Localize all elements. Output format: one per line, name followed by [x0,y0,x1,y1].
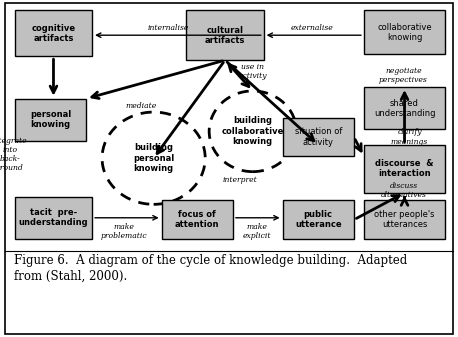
Text: cultural
artifacts: cultural artifacts [205,26,245,45]
Text: shared
understanding: shared understanding [374,98,435,118]
Text: clarify
meanings: clarify meanings [391,128,428,146]
Text: Figure 6.  A diagram of the cycle of knowledge building.  Adapted
from (Stahl, 2: Figure 6. A diagram of the cycle of know… [14,254,407,282]
FancyBboxPatch shape [364,145,445,193]
Text: discourse  &
interaction: discourse & interaction [375,159,434,179]
Text: make
explicit: make explicit [243,223,271,240]
Text: building
personal
knowing: building personal knowing [133,143,174,173]
Text: internalise: internalise [148,24,189,32]
Text: other people's
utterances: other people's utterances [374,210,435,229]
Text: interpret: interpret [223,176,257,184]
FancyBboxPatch shape [283,201,354,239]
Text: cognitive
artifacts: cognitive artifacts [32,24,76,43]
Text: discuss
alternatives: discuss alternatives [381,182,426,200]
Text: public
utterance: public utterance [295,210,342,229]
Text: situation of
activity: situation of activity [294,127,342,147]
Text: personal
knowing: personal knowing [30,110,71,129]
FancyBboxPatch shape [364,87,445,129]
Ellipse shape [209,91,296,172]
FancyBboxPatch shape [15,197,92,239]
FancyBboxPatch shape [15,99,86,141]
Ellipse shape [102,112,205,204]
Text: mediate: mediate [125,102,156,110]
Text: focus of
attention: focus of attention [175,210,219,229]
Text: tacit  pre-
understanding: tacit pre- understanding [19,208,88,227]
Text: use in
activity: use in activity [239,63,267,80]
FancyBboxPatch shape [364,10,445,54]
Text: externalise: externalise [291,24,334,32]
FancyBboxPatch shape [364,201,445,239]
Text: building
collaborative
knowing: building collaborative knowing [222,116,284,146]
FancyBboxPatch shape [162,201,233,239]
FancyBboxPatch shape [186,10,264,60]
Text: integrate
into
back-
ground: integrate into back- ground [0,136,27,172]
FancyBboxPatch shape [15,10,92,56]
Text: make
problematic: make problematic [101,223,147,240]
Text: negotiate
perspectives: negotiate perspectives [379,67,428,84]
FancyBboxPatch shape [283,118,354,156]
Text: collaborative
knowing: collaborative knowing [377,23,432,42]
